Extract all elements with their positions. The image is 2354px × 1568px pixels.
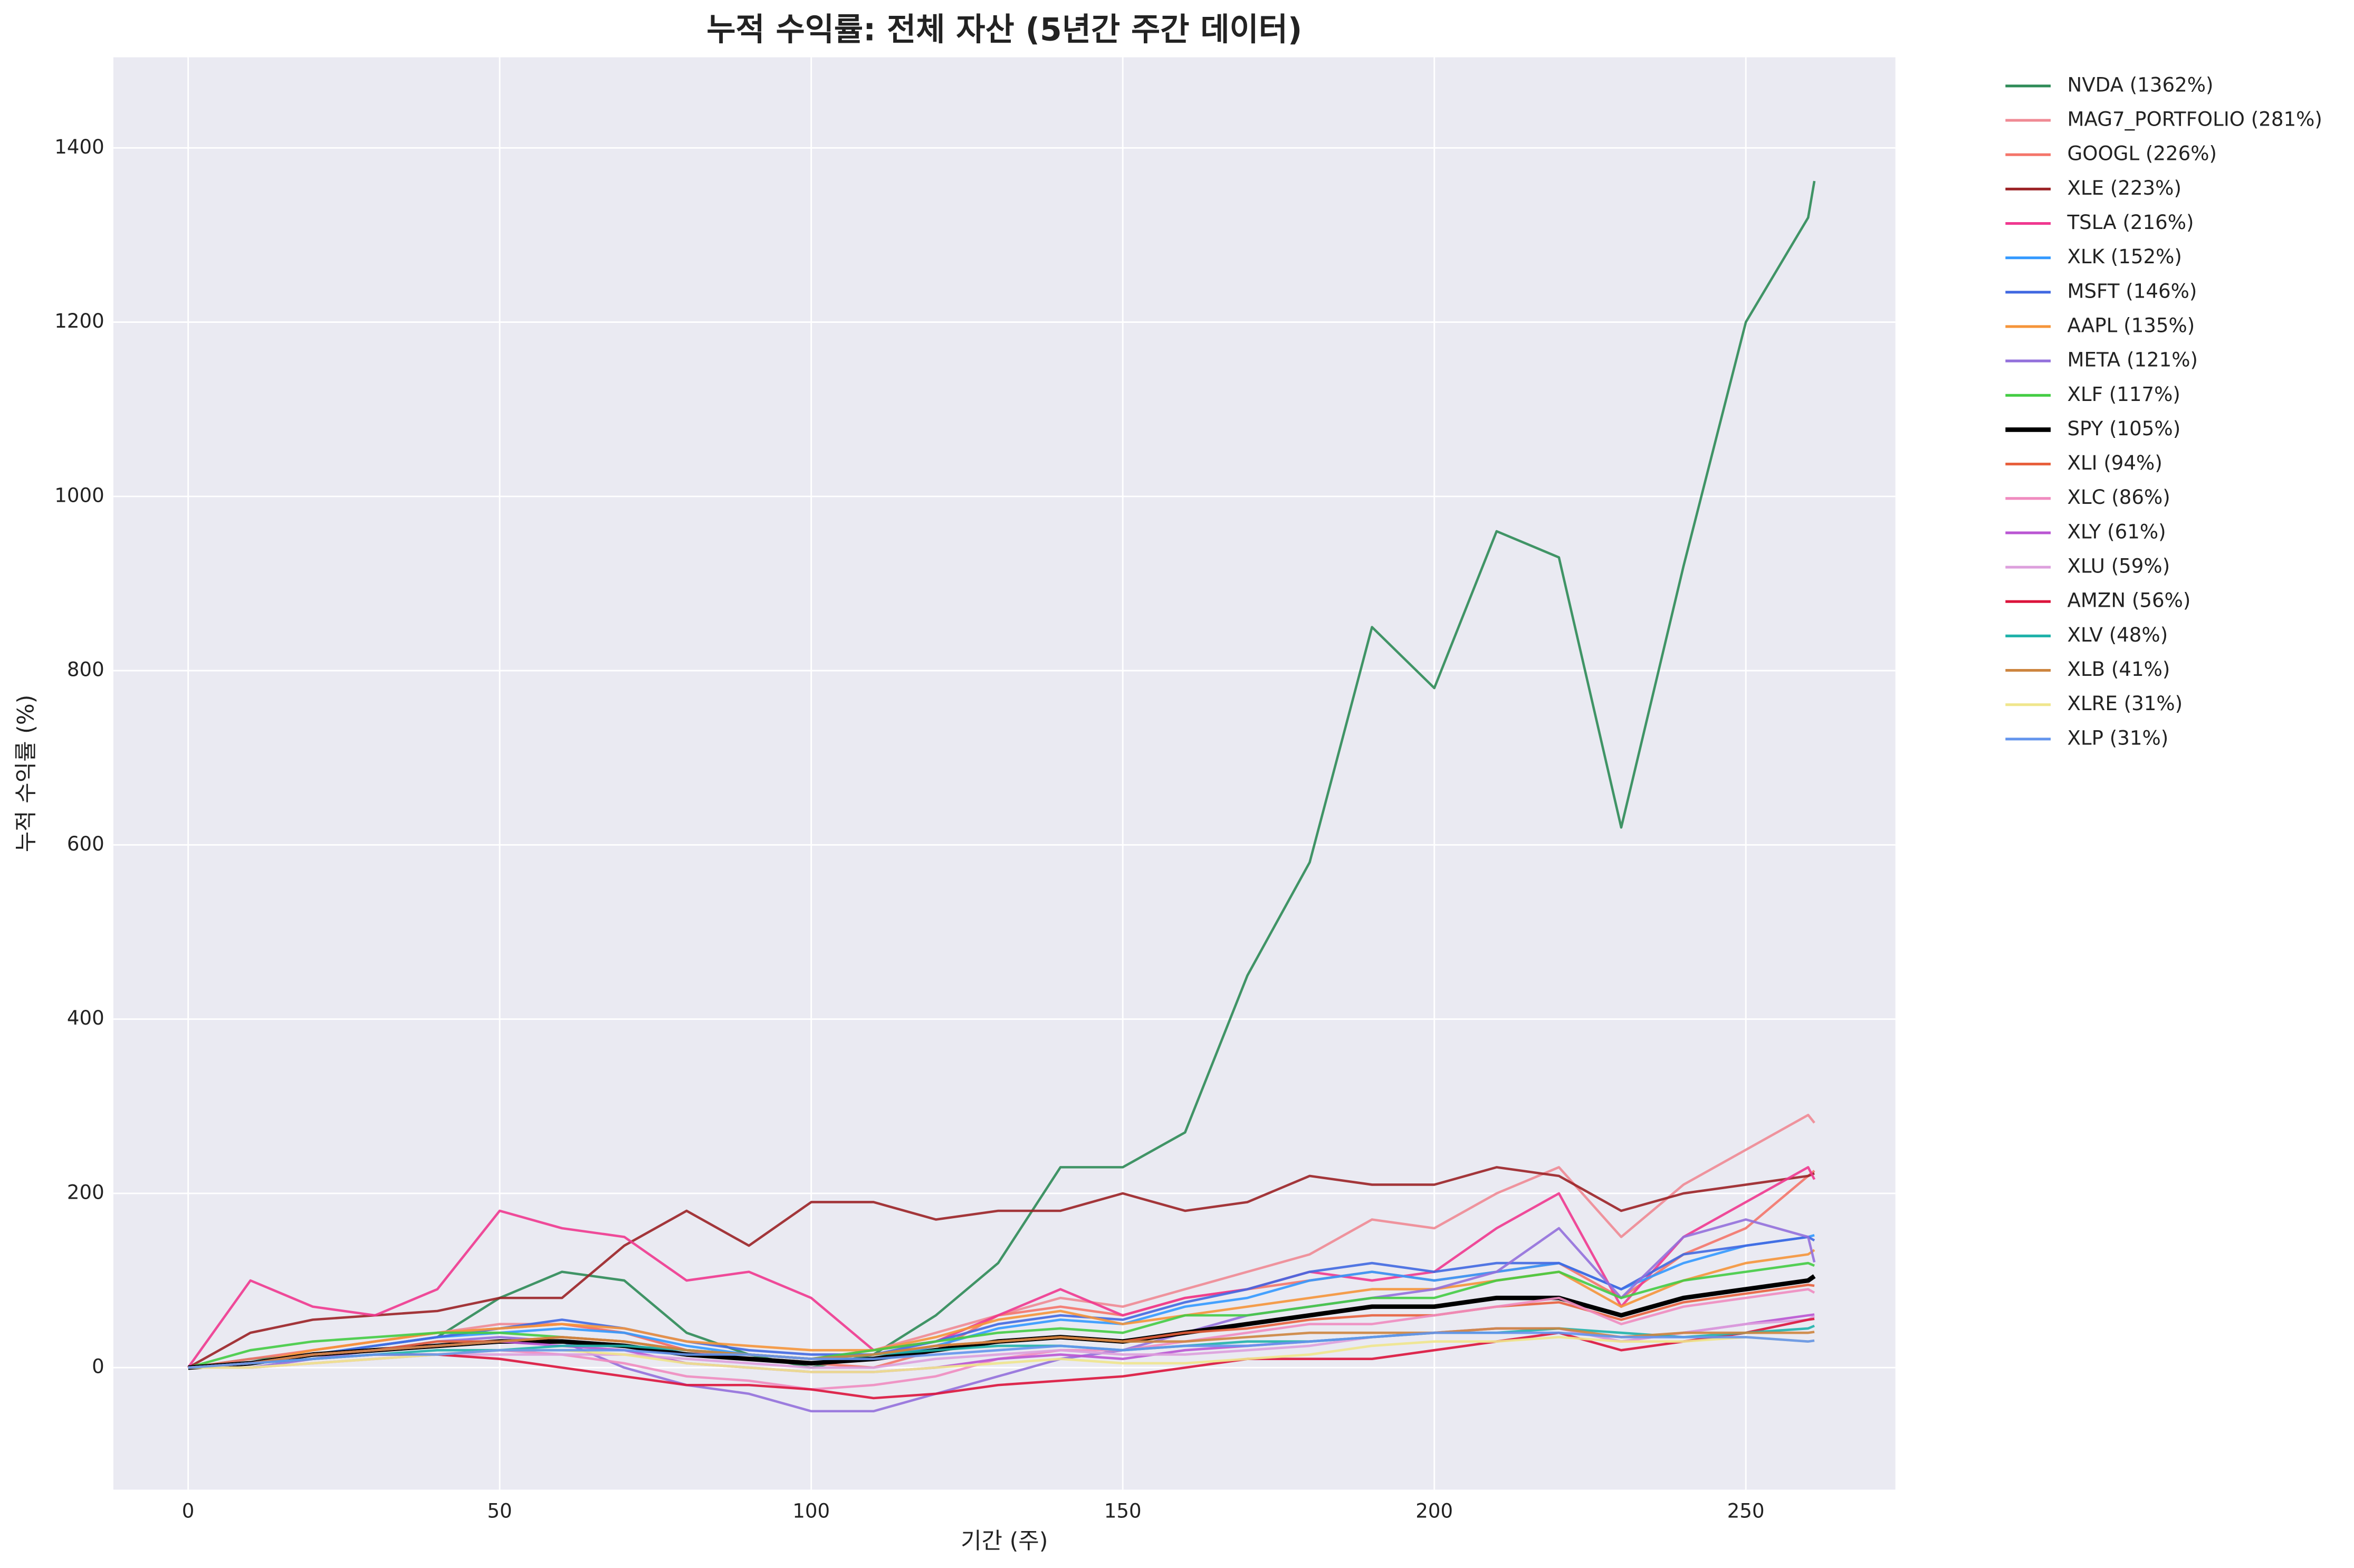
legend-label: GOOGL (226%) bbox=[2067, 142, 2217, 165]
y-tick-label: 400 bbox=[67, 1007, 104, 1029]
y-tick-label: 1400 bbox=[54, 136, 104, 158]
legend-label: XLI (94%) bbox=[2067, 452, 2162, 474]
y-tick-label: 600 bbox=[67, 833, 104, 855]
x-tick-label: 100 bbox=[792, 1500, 830, 1523]
x-tick-label: 200 bbox=[1415, 1500, 1453, 1523]
series-line bbox=[188, 1114, 1815, 1369]
y-axis-label: 누적 수익률 (%) bbox=[13, 695, 40, 853]
legend-label: XLY (61%) bbox=[2067, 520, 2166, 543]
legend-label: XLV (48%) bbox=[2067, 624, 2168, 646]
legend-label: XLRE (31%) bbox=[2067, 692, 2183, 715]
x-tick-label: 150 bbox=[1104, 1500, 1142, 1523]
legend-label: MAG7_PORTFOLIO (281%) bbox=[2067, 108, 2322, 131]
legend-label: XLB (41%) bbox=[2067, 658, 2170, 681]
legend-label: XLK (152%) bbox=[2067, 245, 2181, 268]
legend-label: NVDA (1362%) bbox=[2067, 73, 2213, 96]
legend-label: TSLA (216%) bbox=[2066, 211, 2194, 234]
y-tick-label: 1200 bbox=[54, 310, 104, 332]
legend-label: AAPL (135%) bbox=[2067, 314, 2195, 337]
legend-label: XLF (117%) bbox=[2067, 383, 2180, 406]
series-line bbox=[188, 1324, 1815, 1369]
x-tick-label: 50 bbox=[487, 1500, 512, 1523]
legend-label: MSFT (146%) bbox=[2067, 280, 2197, 302]
series-line bbox=[188, 1218, 1816, 1413]
legend-label: META (121%) bbox=[2067, 349, 2198, 371]
chart-title: 누적 수익률: 전체 자산 (5년간 주간 데이터) bbox=[706, 12, 1302, 49]
x-tick-label: 250 bbox=[1727, 1500, 1765, 1523]
y-tick-label: 200 bbox=[67, 1181, 104, 1203]
legend-label: AMZN (56%) bbox=[2067, 589, 2190, 612]
y-tick-label: 1000 bbox=[54, 484, 104, 506]
series-line bbox=[187, 1261, 1815, 1369]
legend-label: XLC (86%) bbox=[2067, 486, 2170, 509]
x-axis-label: 기간 (주) bbox=[961, 1528, 1048, 1554]
series-layer bbox=[187, 180, 1816, 1413]
y-tick-label: 0 bbox=[92, 1355, 104, 1378]
legend-label: XLP (31%) bbox=[2067, 726, 2168, 749]
legend-label: XLE (223%) bbox=[2067, 177, 2181, 199]
series-line bbox=[188, 180, 1816, 1369]
series-line bbox=[187, 1166, 1816, 1369]
x-tick-label: 0 bbox=[182, 1500, 195, 1523]
series-line bbox=[188, 1317, 1815, 1400]
series-line bbox=[188, 1327, 1815, 1369]
y-tick-label: 800 bbox=[67, 658, 104, 681]
series-line bbox=[187, 1166, 1815, 1369]
series-line bbox=[188, 1249, 1815, 1369]
legend-label: XLU (59%) bbox=[2067, 555, 2170, 578]
series-line bbox=[188, 1331, 1815, 1369]
legend-label: SPY (105%) bbox=[2067, 417, 2180, 440]
plot-area bbox=[113, 57, 1896, 1490]
